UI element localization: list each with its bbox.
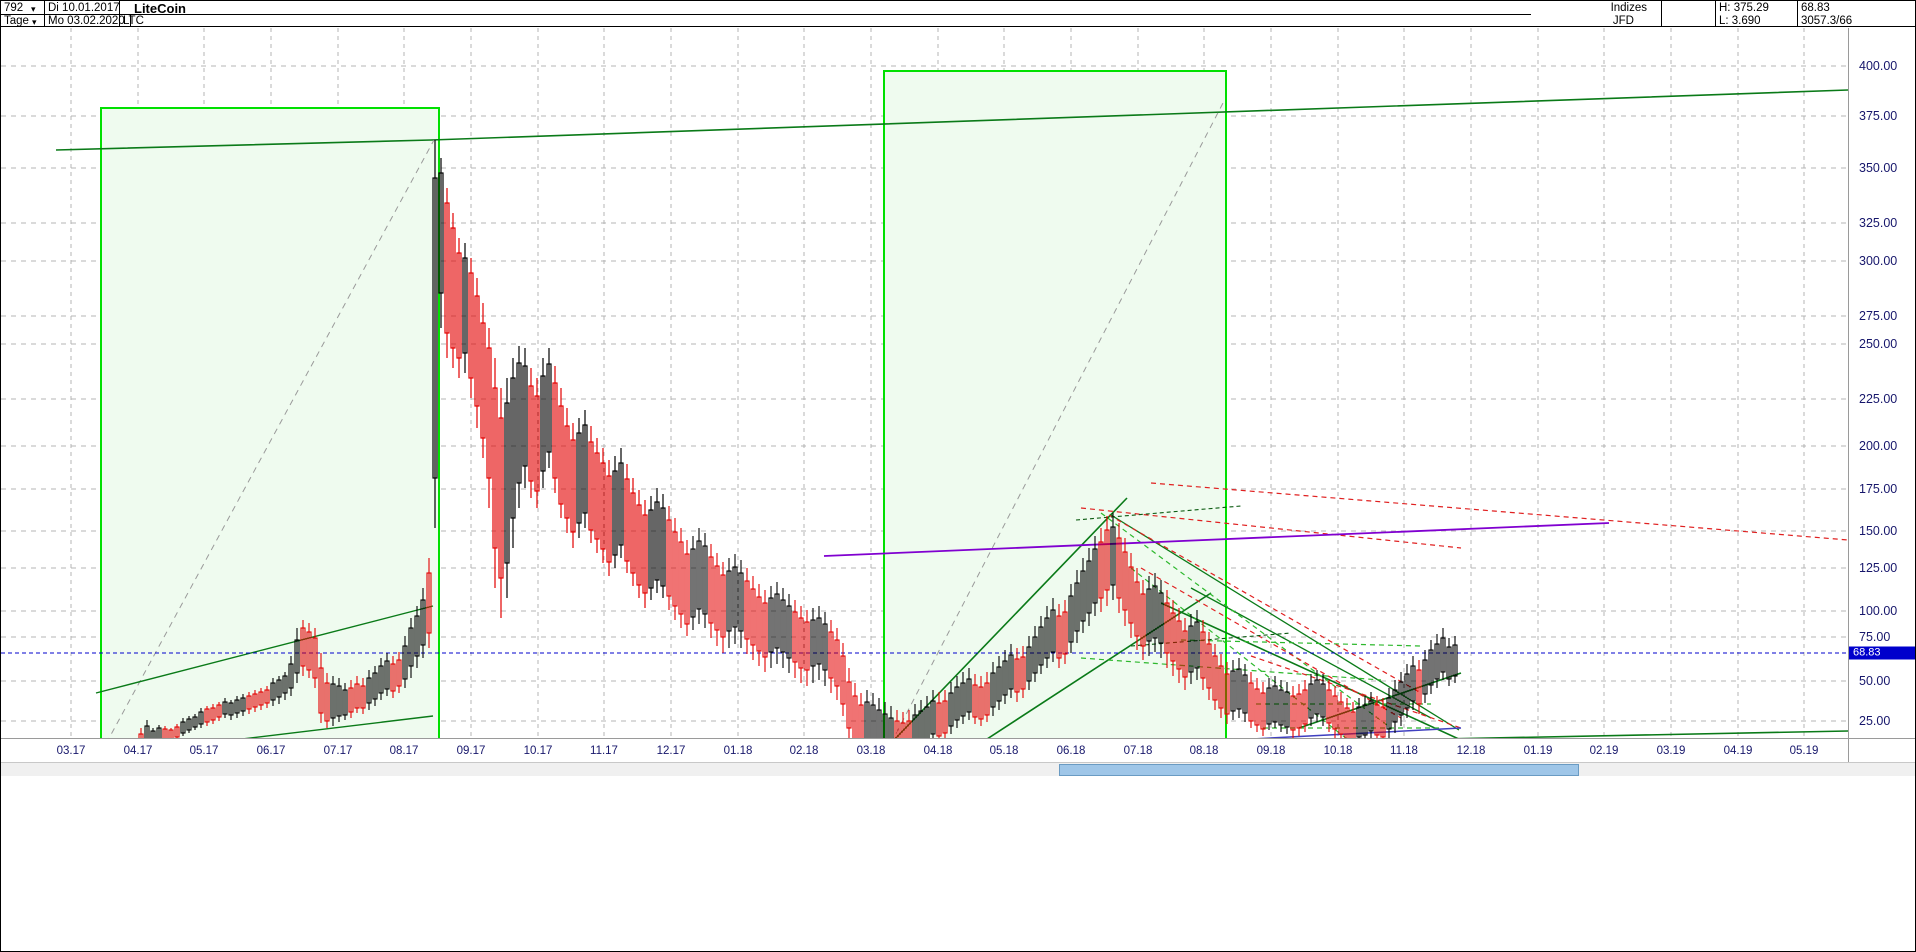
- period-selector-value[interactable]: Tage: [4, 15, 29, 27]
- price-tick: 250.00: [1859, 337, 1898, 351]
- date-tick: 05.17: [189, 745, 219, 757]
- red-dashed-resistance: [1080, 482, 1848, 729]
- window-bottom-filler: [1, 776, 1915, 951]
- date-tick: 12.18: [1456, 745, 1486, 757]
- price-tick: 175.00: [1859, 482, 1898, 496]
- scrollbar-thumb[interactable]: [1059, 764, 1579, 776]
- header-divider-2: [119, 1, 120, 27]
- date-tick: 06.17: [256, 745, 286, 757]
- dark-green-dotted-guides: [1075, 505, 1292, 647]
- date-tick: 04.19: [1723, 745, 1753, 757]
- date-tick: 09.18: [1256, 745, 1286, 757]
- date-to-value[interactable]: Mo 03.02.2020: [48, 15, 125, 27]
- date-tick: 03.18: [856, 745, 886, 757]
- price-tick: 225.00: [1859, 392, 1898, 406]
- date-tick: 04.17: [123, 745, 153, 757]
- horizontal-scrollbar[interactable]: [1, 762, 1915, 776]
- price-tick: 300.00: [1859, 254, 1898, 268]
- date-from-value[interactable]: Di 10.01.2017: [48, 2, 120, 14]
- date-tick: 11.17: [590, 745, 618, 757]
- purple-resistance-line: [823, 522, 1610, 557]
- volume-value: 3057.3/66: [1801, 15, 1853, 27]
- price-tick: 150.00: [1859, 524, 1898, 538]
- blue-support-line: [1256, 727, 1462, 738]
- date-tick: 10.17: [523, 745, 553, 757]
- projection-fan-lines: [108, 102, 1224, 738]
- accumulation-box-1: [100, 107, 440, 738]
- date-tick: 12.17: [656, 745, 686, 757]
- long-term-support-green: [1451, 730, 1848, 738]
- period-low-value: L: 3.690: [1719, 15, 1761, 27]
- chevron-down-icon-bars[interactable]: ▾: [31, 4, 36, 14]
- chart-svg: [1, 28, 1848, 738]
- date-tick: 09.17: [456, 745, 486, 757]
- price-tick: 375.00: [1859, 109, 1898, 123]
- date-tick: 10.18: [1323, 745, 1353, 757]
- price-tick: 325.00: [1859, 216, 1898, 230]
- chevron-down-icon-period[interactable]: ▾: [32, 17, 37, 27]
- date-tick: 07.17: [323, 745, 353, 757]
- price-tick: 400.00: [1859, 59, 1898, 73]
- date-tick: 06.18: [1056, 745, 1086, 757]
- date-tick: 08.18: [1189, 745, 1219, 757]
- price-tick: 25.00: [1859, 714, 1891, 728]
- date-tick: 02.18: [789, 745, 819, 757]
- price-tick: 200.00: [1859, 439, 1898, 453]
- date-tick: 04.18: [923, 745, 953, 757]
- price-axis[interactable]: 400.00 375.00 350.00 325.00 300.00 275.0…: [1848, 28, 1915, 738]
- header-divider-6: [1797, 1, 1798, 27]
- market-source-label: Indizes: [1610, 2, 1647, 14]
- price-chart-canvas[interactable]: [1, 28, 1848, 738]
- period-high-value: H: 375.29: [1719, 2, 1769, 14]
- date-tick: 11.18: [1390, 745, 1418, 757]
- date-tick: 03.17: [56, 745, 86, 757]
- bar-count-value[interactable]: 792: [4, 2, 24, 14]
- price-tick: 75.00: [1859, 630, 1891, 644]
- date-tick: 08.17: [389, 745, 419, 757]
- header-divider-1: [44, 1, 45, 27]
- chart-header-bar: 792 ▾ Tage ▾ Di 10.01.2017 Mo 03.02.2020…: [1, 1, 1915, 27]
- broker-source-label: JFD: [1612, 15, 1634, 27]
- header-divider-5: [1715, 1, 1716, 27]
- symbol-code: LTC: [123, 15, 144, 27]
- date-tick: 01.18: [723, 745, 753, 757]
- candlestick-series: [138, 140, 1458, 738]
- date-tick: 05.19: [1789, 745, 1819, 757]
- price-tick: 100.00: [1859, 604, 1898, 618]
- price-tick: 350.00: [1859, 161, 1898, 175]
- date-axis[interactable]: 03.17 04.17 05.17 06.17 07.17 08.17 09.1…: [1, 738, 1848, 762]
- price-tick: 275.00: [1859, 309, 1898, 323]
- channel-1-green: [95, 605, 434, 738]
- date-tick: 07.18: [1123, 745, 1153, 757]
- price-tick: 50.00: [1859, 674, 1891, 688]
- date-tick: 02.19: [1589, 745, 1619, 757]
- header-row-divider: [1, 14, 1531, 15]
- date-tick: 05.18: [989, 745, 1019, 757]
- long-term-resistance-green: [55, 89, 1848, 151]
- current-price-badge: 68.83: [1849, 646, 1915, 660]
- price-tick: 125.00: [1859, 561, 1898, 575]
- page-title: LiteCoin: [134, 1, 186, 16]
- header-divider-3: [130, 14, 131, 27]
- date-tick: 03.19: [1656, 745, 1686, 757]
- last-price-value: 68.83: [1801, 2, 1830, 14]
- axis-corner: [1848, 738, 1915, 762]
- header-divider-4: [1661, 1, 1662, 27]
- date-tick: 01.19: [1523, 745, 1553, 757]
